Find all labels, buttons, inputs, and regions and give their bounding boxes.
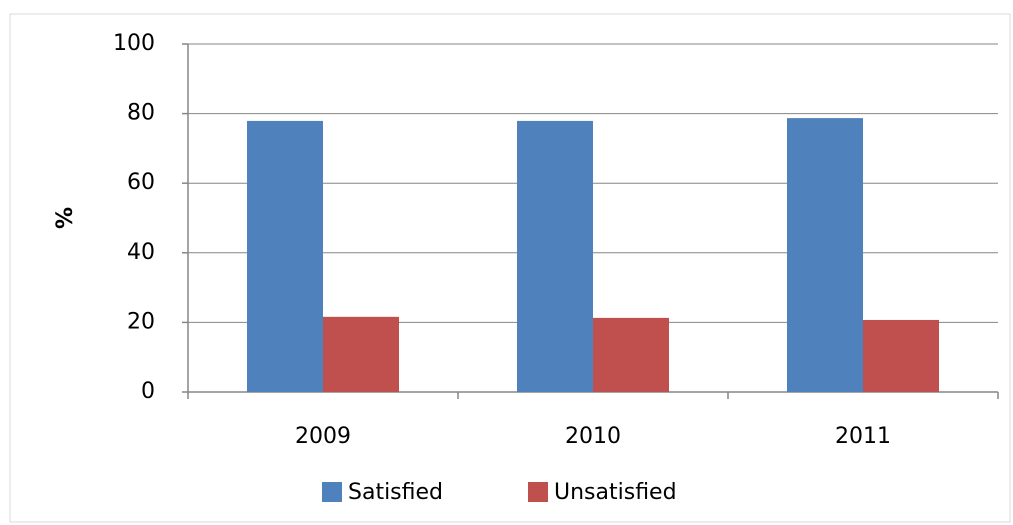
y-tick-label: 60	[127, 170, 155, 195]
legend-label: Satisfied	[348, 480, 443, 505]
x-tick-label: 2010	[565, 424, 621, 449]
y-tick-label: 40	[127, 240, 155, 265]
legend-swatch	[322, 482, 342, 502]
bar	[247, 120, 323, 393]
y-tick-label: 80	[127, 101, 155, 126]
y-tick-label: 20	[127, 309, 155, 334]
legend-label: Unsatisfied	[554, 480, 677, 505]
bar	[593, 317, 669, 392]
bar	[863, 319, 939, 392]
legend-swatch	[528, 482, 548, 502]
bar	[323, 316, 399, 392]
x-tick-label: 2009	[295, 424, 351, 449]
y-tick-label: 0	[141, 379, 155, 404]
y-tick-label: 100	[113, 31, 155, 56]
x-tick-label: 2011	[835, 424, 891, 449]
y-axis-label: %	[53, 207, 78, 229]
bar	[787, 118, 863, 393]
bar	[517, 120, 593, 393]
